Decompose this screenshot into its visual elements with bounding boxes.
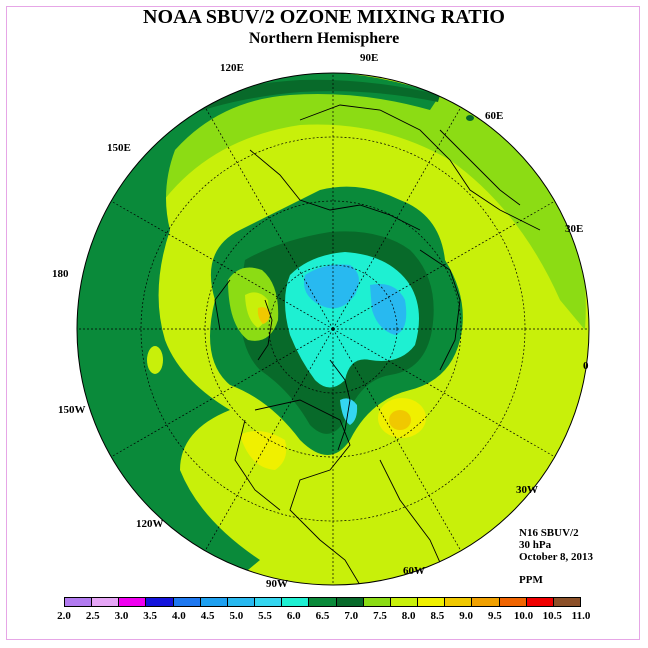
- legend-swatch: [444, 597, 472, 607]
- legend-swatch: [281, 597, 309, 607]
- legend-swatch: [525, 597, 553, 607]
- legend-tick-label: 11.0: [571, 610, 591, 622]
- lon-label-180: 180: [52, 268, 69, 280]
- legend-tick-label: 7.0: [344, 610, 359, 622]
- date-label: October 8, 2013: [519, 551, 594, 563]
- map-subtitle: Northern Hemisphere: [248, 30, 400, 47]
- legend-tick-label: 6.0: [286, 610, 301, 622]
- legend-tick-label: 5.0: [229, 610, 244, 622]
- legend-swatch: [552, 597, 581, 607]
- legend-swatch: [145, 597, 173, 607]
- legend-tick-label: 8.5: [430, 610, 445, 622]
- map-boundary: [76, 72, 590, 586]
- legend-swatch: [64, 597, 92, 607]
- legend-swatch: [498, 597, 526, 607]
- lon-label-0: 0: [583, 360, 589, 372]
- legend-tick-label: 2.0: [57, 610, 71, 622]
- lon-label-120w: 120W: [136, 518, 164, 530]
- legend-tick-label: 9.0: [459, 610, 473, 622]
- lon-label-150e: 150E: [107, 142, 131, 154]
- legend-tick-label: 6.5: [315, 610, 330, 622]
- legend-tick-label: 8.0: [401, 610, 416, 622]
- pressure-label: 30 hPa: [519, 539, 552, 551]
- legend-swatch: [199, 597, 227, 607]
- legend-tick-label: 4.5: [200, 610, 215, 622]
- legend-swatch: [335, 597, 363, 607]
- legend-swatch: [226, 597, 255, 607]
- legend-swatch: [254, 597, 282, 607]
- lon-label-60e: 60E: [485, 110, 504, 122]
- lon-label-60w: 60W: [403, 565, 425, 577]
- instrument-label: N16 SBUV/2: [519, 527, 579, 539]
- lon-label-90w: 90W: [266, 578, 288, 590]
- units-label: PPM: [519, 574, 543, 586]
- legend-tick-label: 3.0: [114, 610, 129, 622]
- image-frame: [6, 6, 640, 640]
- legend-swatch: [91, 597, 119, 607]
- lon-label-120e: 120E: [220, 62, 244, 74]
- ozone-field: [77, 73, 589, 585]
- lon-label-30e: 30E: [565, 223, 584, 235]
- legend-swatch: [362, 597, 390, 607]
- legend-tick-label: 7.5: [373, 610, 387, 622]
- legend-tick-label: 4.0: [172, 610, 186, 622]
- legend-tick-label: 10.0: [513, 610, 534, 622]
- lon-label-150w: 150W: [58, 404, 86, 416]
- legend-tick-label: 10.5: [542, 610, 562, 622]
- lon-label-90e: 90E: [360, 52, 379, 64]
- legend-tick-label: 5.5: [258, 610, 272, 622]
- legend-tick-label: 3.5: [143, 610, 158, 622]
- color-legend: [64, 597, 581, 607]
- legend-tick-label: 2.5: [85, 610, 100, 622]
- legend-swatch: [471, 597, 499, 607]
- legend-swatch: [389, 597, 418, 607]
- legend-tick-label: 9.5: [487, 610, 502, 622]
- legend-swatch: [172, 597, 200, 607]
- lon-label-30w: 30W: [516, 484, 538, 496]
- map-title: NOAA SBUV/2 OZONE MIXING RATIO: [143, 6, 505, 28]
- legend-swatch: [417, 597, 445, 607]
- legend-swatch: [308, 597, 336, 607]
- legend-swatch: [118, 597, 146, 607]
